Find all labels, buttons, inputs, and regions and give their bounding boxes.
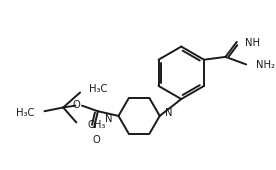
Text: H₃C: H₃C — [89, 84, 108, 94]
Text: O: O — [73, 100, 80, 110]
Text: NH₂: NH₂ — [256, 60, 275, 70]
Text: N: N — [165, 108, 173, 118]
Text: NH: NH — [245, 38, 260, 48]
Text: N: N — [105, 114, 113, 124]
Text: H₃C: H₃C — [16, 108, 34, 118]
Text: CH₃: CH₃ — [87, 120, 106, 130]
Text: O: O — [92, 135, 100, 145]
